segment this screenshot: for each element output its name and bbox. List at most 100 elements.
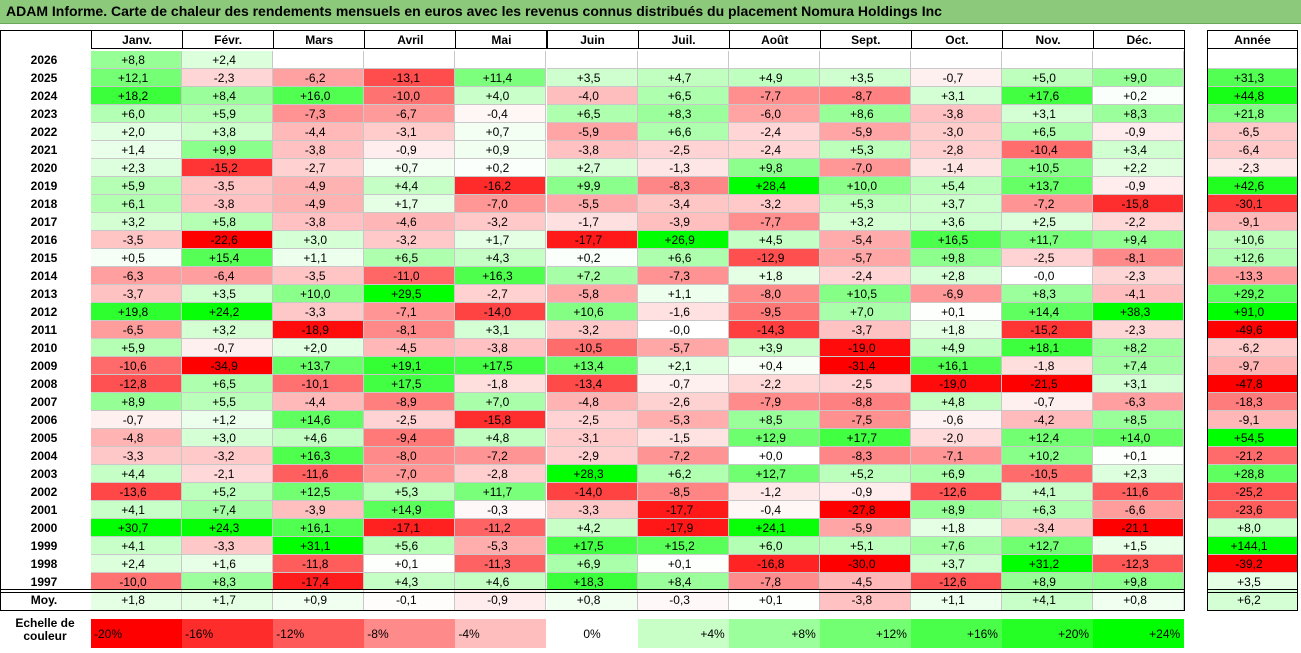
heatmap-cell: +9,8 — [1093, 573, 1185, 591]
heatmap-cell: -3,1 — [546, 429, 638, 447]
heatmap-cell: -3,2 — [182, 447, 274, 465]
heatmap-cell: +0,1 — [910, 303, 1002, 321]
heatmap-cell: +7,0 — [819, 303, 911, 321]
heatmap-cell: -4,0 — [546, 87, 638, 105]
heatmap-cell: +7,6 — [910, 537, 1002, 555]
heatmap-cell — [546, 51, 638, 69]
heatmap-cell: -5,8 — [546, 285, 638, 303]
annual-cell: -47,8 — [1207, 375, 1298, 393]
heatmap-cell: +4,5 — [728, 231, 820, 249]
heatmap-cell: -4,4 — [273, 123, 365, 141]
heatmap-cell: +9,8 — [910, 249, 1002, 267]
annual-cell: +3,5 — [1207, 573, 1298, 591]
heatmap-cell: +8,5 — [1093, 411, 1185, 429]
annual-cell: -18,3 — [1207, 393, 1298, 411]
heatmap-cell: +28,4 — [728, 177, 820, 195]
heatmap-cell: -2,7 — [455, 285, 547, 303]
heatmap-cell: -10,1 — [273, 375, 365, 393]
heatmap-cell: -8,1 — [1093, 249, 1185, 267]
heatmap-cell: -14,0 — [455, 303, 547, 321]
heatmap-cell: -3,4 — [1002, 519, 1094, 537]
year-label: 1998 — [30, 557, 58, 571]
month-header: Juil. — [637, 30, 730, 49]
heatmap-cell: -4,2 — [1002, 411, 1094, 429]
heatmap-cell: +6,1 — [91, 195, 183, 213]
heatmap-cell: -17,7 — [637, 501, 729, 519]
month-header: Févr. — [182, 30, 275, 49]
heatmap-cell: +1,4 — [91, 141, 183, 159]
heatmap-cell: -14,3 — [728, 321, 820, 339]
heatmap-cell: +4,8 — [910, 393, 1002, 411]
heatmap-cell: +4,0 — [455, 87, 547, 105]
heatmap-cell: -18,9 — [273, 321, 365, 339]
heatmap-cell: +1,5 — [1093, 537, 1185, 555]
heatmap-cell: -5,9 — [819, 123, 911, 141]
heatmap-cell: +5,4 — [910, 177, 1002, 195]
average-cell: +0,8 — [1093, 590, 1185, 610]
heatmap-cell: +8,3 — [1002, 285, 1094, 303]
heatmap-cell: +6,0 — [728, 537, 820, 555]
heatmap-cell: -17,4 — [273, 573, 365, 591]
heatmap-cell: +17,7 — [819, 429, 911, 447]
heatmap-cell: +1,8 — [728, 267, 820, 285]
year-label: 2001 — [30, 503, 58, 517]
heatmap-cell — [273, 51, 365, 69]
heatmap-cell: -31,4 — [819, 357, 911, 375]
heatmap-cell: +16,5 — [910, 231, 1002, 249]
heatmap-cell: -11,8 — [273, 555, 365, 573]
heatmap-cell: +6,5 — [546, 105, 638, 123]
heatmap-cell: +5,2 — [819, 465, 911, 483]
heatmap-cell: -19,0 — [910, 375, 1002, 393]
heatmap-cell: +11,7 — [1002, 231, 1094, 249]
annual-cell: +10,6 — [1207, 231, 1298, 249]
heatmap-cell: -34,9 — [182, 357, 274, 375]
average-cell: -3,8 — [819, 590, 911, 610]
heatmap-cell: -2,0 — [910, 429, 1002, 447]
heatmap-cell: -17,1 — [364, 519, 456, 537]
heatmap-cell: -3,4 — [637, 195, 729, 213]
heatmap-cell: -0,7 — [1002, 393, 1094, 411]
month-header: Mars — [273, 30, 366, 49]
heatmap-cell: +13,7 — [1002, 177, 1094, 195]
chart-title: ADAM Informe. Carte de chaleur des rende… — [6, 3, 942, 19]
heatmap-cell: -3,8 — [546, 141, 638, 159]
heatmap-cell: -10,6 — [91, 357, 183, 375]
annual-cell: -6,2 — [1207, 339, 1298, 357]
heatmap-cell: -3,3 — [273, 303, 365, 321]
heatmap-cell: -4,5 — [819, 573, 911, 591]
color-scale-step: -4% — [455, 619, 547, 648]
heatmap-cell: +9,8 — [728, 159, 820, 177]
annual-cell: -9,1 — [1207, 411, 1298, 429]
heatmap-cell: +1,8 — [910, 519, 1002, 537]
year-label: 2014 — [30, 269, 58, 283]
heatmap-cell: +4,3 — [455, 249, 547, 267]
heatmap-cell: -10,5 — [546, 339, 638, 357]
heatmap-cell: -0,7 — [91, 411, 183, 429]
heatmap-cell: +0,1 — [1093, 447, 1185, 465]
heatmap-cell: -2,4 — [728, 141, 820, 159]
annual-cell: -30,1 — [1207, 195, 1298, 213]
heatmap-cell: -8,3 — [637, 177, 729, 195]
heatmap-cell: +1,1 — [273, 249, 365, 267]
heatmap-cell: +10,5 — [1002, 159, 1094, 177]
annual-cell: -49,6 — [1207, 321, 1298, 339]
heatmap-cell: -3,3 — [182, 537, 274, 555]
heatmap-cell: +16,3 — [455, 267, 547, 285]
heatmap-cell — [1002, 51, 1094, 69]
heatmap-cell: -4,9 — [273, 177, 365, 195]
heatmap-cell: -6,4 — [182, 267, 274, 285]
heatmap-cell: -4,9 — [273, 195, 365, 213]
heatmap-cell: +8,3 — [1093, 105, 1185, 123]
heatmap-cell: -2,7 — [273, 159, 365, 177]
heatmap-cell: -11,0 — [364, 267, 456, 285]
heatmap-cell: +17,5 — [455, 357, 547, 375]
heatmap-cell: +6,2 — [637, 465, 729, 483]
heatmap-cell: +4,9 — [728, 69, 820, 87]
heatmap-cell: +0,2 — [1093, 87, 1185, 105]
heatmap-cell: -6,3 — [1093, 393, 1185, 411]
annual-cell: -9,1 — [1207, 213, 1298, 231]
heatmap-cell: +14,4 — [1002, 303, 1094, 321]
heatmap-cell: -8,9 — [364, 393, 456, 411]
heatmap-cell: -5,4 — [819, 231, 911, 249]
heatmap-cell: +18,1 — [1002, 339, 1094, 357]
